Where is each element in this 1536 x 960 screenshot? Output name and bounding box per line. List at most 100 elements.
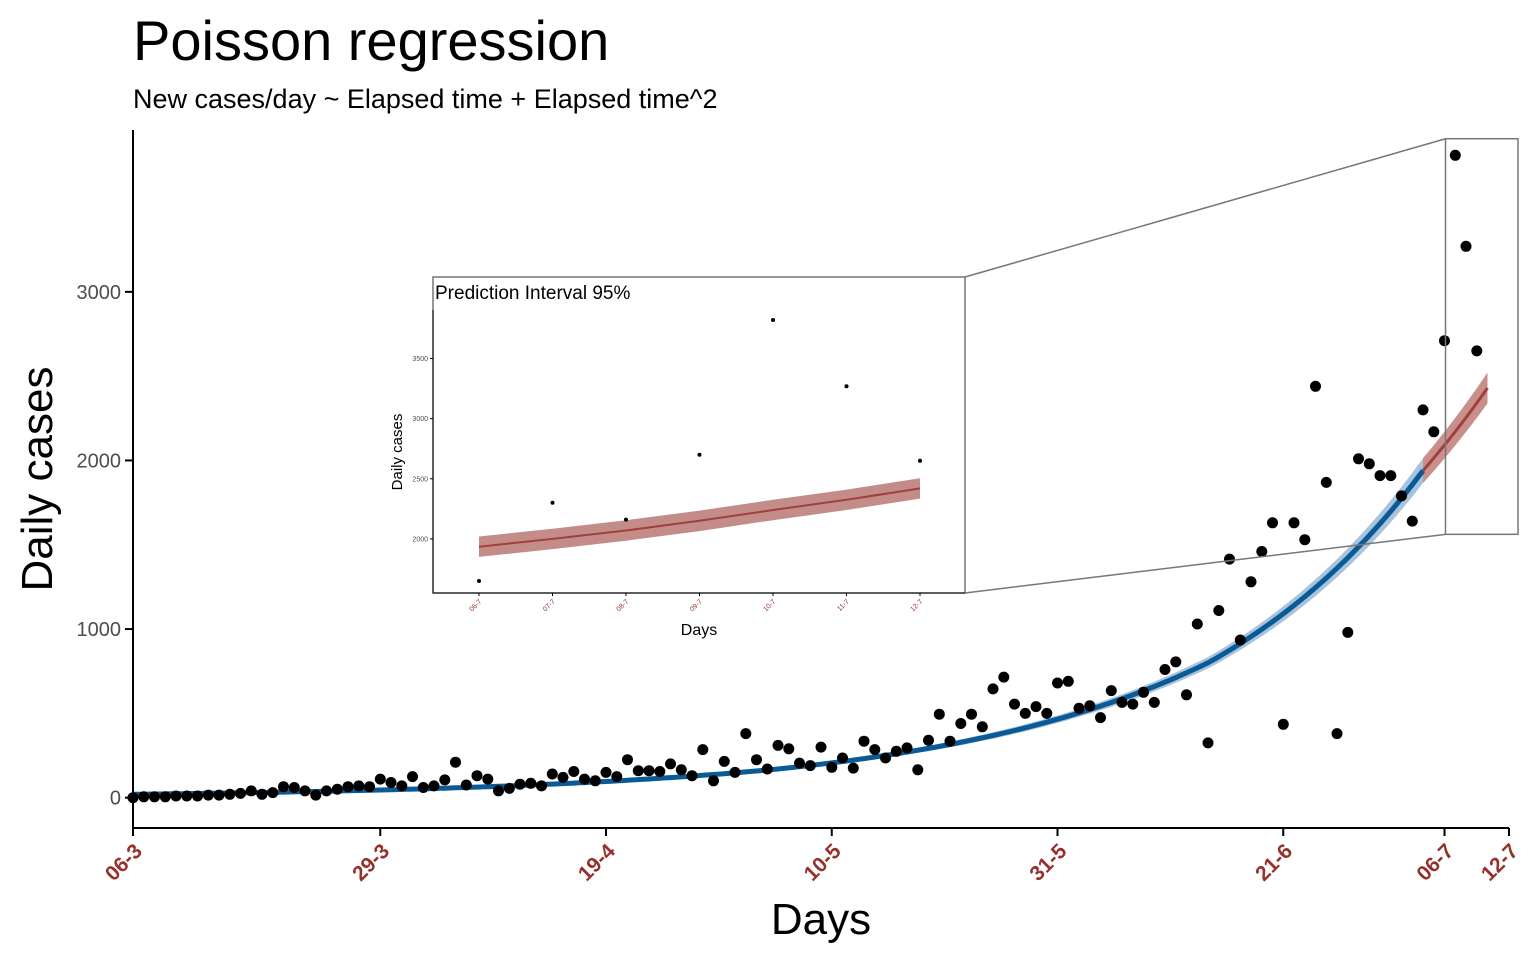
data-point [1159,664,1171,675]
data-point [665,758,676,770]
x-axis-title: Days [771,895,871,944]
data-point [149,791,160,803]
data-point [525,777,537,789]
data-point [245,785,257,797]
data-point [493,785,504,797]
data-point [1213,605,1225,616]
zoom-box [1444,137,1519,536]
data-point [1052,677,1063,689]
data-point [138,791,150,803]
inset-x-tick-label: 12-7 [910,598,925,613]
inset-data-point [550,500,555,505]
data-point [374,773,386,785]
data-point [1245,576,1257,588]
data-point [1170,656,1182,668]
inset-y-tick-label: 3500 [412,356,428,363]
data-point [321,785,332,797]
data-point [912,764,924,776]
inset-x-axis-title: Days [681,622,717,639]
data-point [686,770,698,782]
data-point [170,790,182,802]
data-point [417,782,429,793]
chart-title: Poisson regression [133,9,610,72]
data-point [1428,426,1440,438]
zoom-connector-top [964,138,1446,278]
data-point [783,743,795,755]
data-point [267,787,279,799]
data-point [1073,702,1085,714]
zoom-connector-bottom [964,533,1446,594]
data-point [1234,634,1246,646]
data-point [1127,698,1139,710]
inset-x-tick-label: 08-7 [616,598,631,613]
data-point [1277,718,1289,730]
data-point [1471,345,1483,357]
data-point [1439,335,1450,347]
main-chart-bands [133,372,1488,796]
inset-x-tick-label: 09-7 [689,598,704,613]
inset-y-axis-title: Daily cases [389,414,406,491]
x-tick-label: 10-5 [800,839,846,885]
data-point [159,791,171,803]
data-point [751,754,762,766]
data-point [869,744,881,756]
data-point [568,766,580,777]
data-point [847,762,859,774]
data-point [213,789,225,801]
data-point [503,782,515,794]
data-point [1331,728,1343,740]
data-point [837,752,848,764]
data-point [826,761,838,773]
data-point [546,768,558,780]
data-point [224,788,236,800]
data-point [181,790,193,802]
data-point [761,763,773,775]
data-point [1396,490,1407,502]
inset-data-point [771,318,775,322]
data-point [396,780,408,792]
inset-fit-line [478,487,921,548]
data-point [589,775,601,787]
data-point [901,742,913,754]
x-tick-label: 31-5 [1025,839,1071,885]
data-point [880,752,891,764]
data-point [1084,700,1096,712]
inset-data-point [918,458,922,463]
data-point [579,773,590,785]
data-point [1267,517,1278,529]
x-tick-label: 19-4 [574,839,620,885]
data-point [697,744,709,756]
inset-x-tick-label: 07-7 [542,598,557,613]
fit-line-1 [1421,387,1489,472]
zoom-connector [964,137,1519,594]
data-point [729,766,741,778]
data-point [611,771,623,783]
data-point [632,765,644,777]
data-point [299,785,311,797]
inset-x-tick-label: 06-7 [469,598,484,613]
data-point [1062,675,1074,687]
inset-y-tick-label: 2500 [412,476,428,483]
data-point [1095,712,1106,724]
data-point [331,783,343,795]
data-point [794,757,805,769]
data-point [675,764,687,776]
data-point [439,774,451,786]
data-point [1460,240,1472,252]
inset-y-tick-label: 3000 [412,416,428,423]
chart-subtitle: New cases/day ~ Elapsed time + Elapsed t… [133,84,718,114]
data-point [622,754,633,766]
data-point [482,773,494,785]
data-point [1374,470,1386,482]
data-point [858,735,870,747]
data-point [557,771,569,783]
data-point [1041,707,1053,719]
y-tick-label: 0 [110,788,121,810]
data-point [772,739,784,751]
data-point [1148,696,1160,708]
data-point [1224,553,1235,565]
inset-x-tick-label: 11-7 [836,598,851,613]
data-point [288,782,300,793]
data-point [933,708,945,720]
data-point [1191,618,1203,630]
